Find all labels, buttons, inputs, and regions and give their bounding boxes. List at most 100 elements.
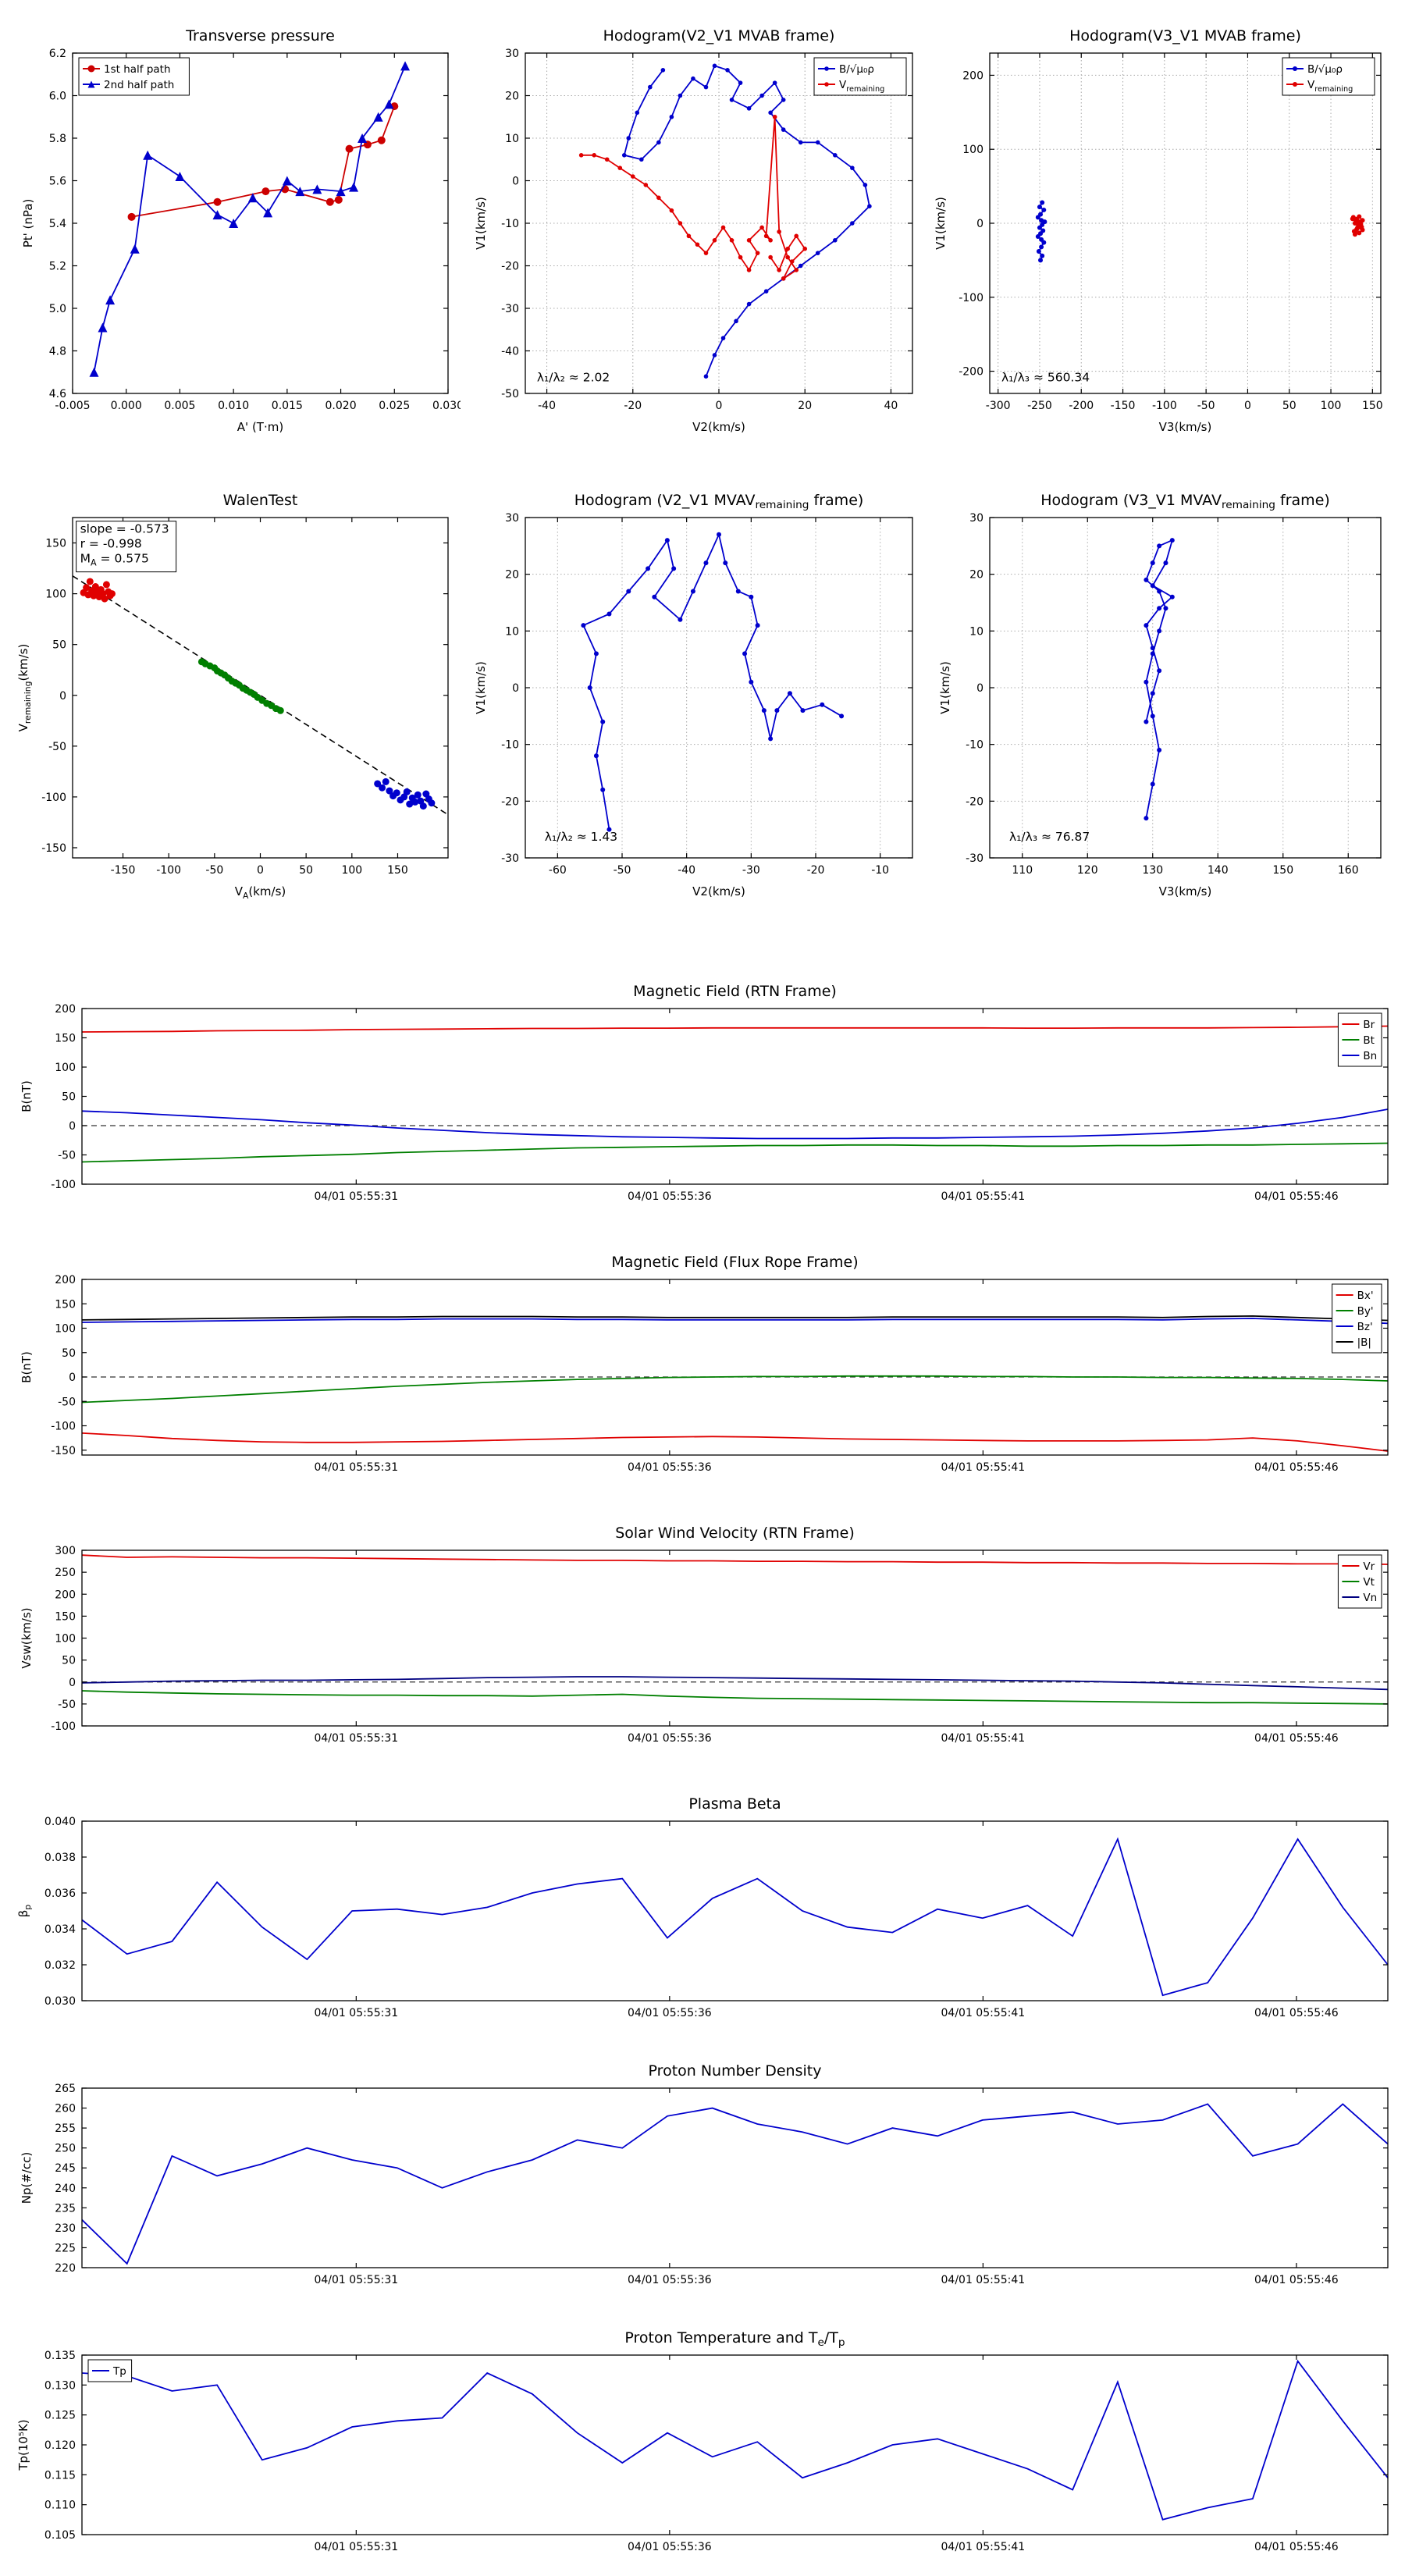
svg-text:Magnetic Field (RTN Frame): Magnetic Field (RTN Frame) [633, 983, 837, 1000]
svg-text:Proton Number Density: Proton Number Density [649, 2062, 822, 2080]
svg-text:04/01 05:55:41: 04/01 05:55:41 [941, 1190, 1026, 1203]
svg-text:130: 130 [1142, 864, 1163, 877]
panel-transverse-pressure: -0.005 0.000 0.005 0.010 0.015 0.020 0.025 0.03… [12, 16, 464, 445]
svg-text:150: 150 [55, 1610, 76, 1623]
svg-text:λ₁/λ₃ ≈ 76.87: λ₁/λ₃ ≈ 76.87 [1009, 830, 1090, 844]
svg-text:250: 250 [55, 2143, 76, 2155]
svg-text:-10: -10 [501, 218, 519, 230]
svg-text:04/01 05:55:31: 04/01 05:55:31 [314, 1732, 398, 1745]
svg-text:0.010: 0.010 [218, 400, 249, 412]
svg-text:4.8: 4.8 [49, 346, 66, 358]
svg-text:2nd half path: 2nd half path [104, 79, 174, 91]
svg-text:0: 0 [512, 176, 519, 188]
svg-text:B(nT): B(nT) [20, 1080, 34, 1112]
svg-text:50: 50 [299, 864, 313, 877]
svg-text:-30: -30 [966, 852, 984, 865]
svg-text:-100: -100 [51, 1179, 76, 1191]
svg-text:220: 220 [55, 2262, 76, 2275]
svg-text:0.025: 0.025 [379, 400, 410, 412]
svg-text:VA(km/s): VA(km/s) [235, 884, 286, 901]
svg-text:30: 30 [505, 48, 519, 60]
svg-text:200: 200 [55, 1003, 76, 1016]
svg-text:V2(km/s): V2(km/s) [692, 884, 745, 898]
svg-text:260: 260 [55, 2103, 76, 2115]
panel-proton-number-density: 04/01 05:55:31 04/01 05:55:36 04/01 05:55:… [0, 2055, 1405, 2305]
svg-text:Solar Wind Velocity (RTN Frame: Solar Wind Velocity (RTN Frame) [615, 1525, 855, 1542]
svg-text:0: 0 [69, 1120, 76, 1133]
svg-text:λ₁/λ₂ ≈ 2.02: λ₁/λ₂ ≈ 2.02 [537, 371, 610, 385]
svg-text:-30: -30 [501, 852, 519, 865]
svg-text:5.4: 5.4 [49, 218, 66, 230]
svg-text:Bn: Bn [1363, 1050, 1377, 1062]
svg-text:0.125: 0.125 [44, 2410, 76, 2422]
svg-text:225: 225 [55, 2242, 76, 2254]
svg-text:04/01 05:55:31: 04/01 05:55:31 [314, 2007, 398, 2019]
svg-text:-250: -250 [1027, 400, 1052, 412]
svg-text:120: 120 [1077, 864, 1098, 877]
svg-text:0.105: 0.105 [44, 2529, 76, 2542]
svg-text:0.036: 0.036 [44, 1888, 76, 1900]
svg-text:04/01 05:55:41: 04/01 05:55:41 [941, 1461, 1026, 1474]
svg-text:230: 230 [55, 2222, 76, 2235]
svg-text:1st half path: 1st half path [104, 63, 171, 76]
panel-hodogram-v2v1-mvav: -60 -50 -40 -30 -20 -10 -30 -20 -10 0 10 20 30 Hodogr… [464, 480, 925, 909]
svg-text:150: 150 [1272, 864, 1293, 877]
svg-text:-20: -20 [966, 795, 984, 808]
svg-text:WalenTest: WalenTest [223, 492, 298, 509]
svg-text:0.110: 0.110 [44, 2500, 76, 2512]
svg-text:100: 100 [55, 1323, 76, 1336]
svg-text:20: 20 [969, 569, 984, 582]
svg-text:100: 100 [962, 144, 984, 156]
svg-text:Magnetic Field (Flux Rope Fram: Magnetic Field (Flux Rope Frame) [611, 1254, 858, 1271]
svg-text:04/01 05:55:41: 04/01 05:55:41 [941, 2007, 1026, 2019]
svg-text:300: 300 [55, 1545, 76, 1557]
svg-text:50: 50 [62, 1655, 76, 1667]
svg-text:04/01 05:55:46: 04/01 05:55:46 [1254, 1190, 1339, 1203]
svg-text:150: 150 [387, 864, 408, 877]
svg-text:-150: -150 [51, 1445, 76, 1457]
svg-text:10: 10 [505, 625, 519, 638]
svg-text:50: 50 [62, 1091, 76, 1104]
svg-text:5.8: 5.8 [49, 133, 66, 145]
svg-text:04/01 05:55:46: 04/01 05:55:46 [1254, 1461, 1339, 1474]
svg-text:λ₁/λ₃ ≈ 560.34: λ₁/λ₃ ≈ 560.34 [1001, 371, 1090, 385]
svg-text:-200: -200 [959, 366, 984, 379]
svg-text:λ₁/λ₂ ≈ 1.43: λ₁/λ₂ ≈ 1.43 [545, 830, 617, 844]
svg-text:0.020: 0.020 [325, 400, 357, 412]
svg-text:0.030: 0.030 [432, 400, 461, 412]
svg-text:B/√μ₀ρ: B/√μ₀ρ [1307, 63, 1343, 76]
svg-text:A' (T·m): A' (T·m) [237, 420, 283, 434]
svg-text:0: 0 [716, 400, 723, 412]
svg-text:Bx': Bx' [1357, 1290, 1374, 1302]
svg-text:Tp: Tp [112, 2365, 126, 2378]
svg-text:V3(km/s): V3(km/s) [1159, 420, 1212, 434]
svg-text:50: 50 [1282, 400, 1297, 412]
svg-text:240: 240 [55, 2183, 76, 2195]
svg-text:Np(#/cc): Np(#/cc) [20, 2152, 34, 2204]
svg-text:Tp(10⁵K): Tp(10⁵K) [16, 2419, 30, 2471]
svg-text:|B|: |B| [1357, 1336, 1371, 1349]
panel-magnetic-field-rtn: 04/01 05:55:31 04/01 05:55:36 04/01 05:55:… [0, 976, 1405, 1222]
svg-text:04/01 05:55:31: 04/01 05:55:31 [314, 1190, 398, 1203]
svg-text:V3(km/s): V3(km/s) [1159, 884, 1212, 898]
svg-text:-50: -50 [48, 741, 66, 753]
svg-text:-150: -150 [111, 864, 136, 877]
svg-text:Hodogram(V3_V1 MVAB frame): Hodogram(V3_V1 MVAB frame) [1069, 27, 1301, 44]
svg-text:0: 0 [257, 864, 264, 877]
svg-text:50: 50 [62, 1347, 76, 1360]
svg-text:30: 30 [969, 512, 984, 525]
svg-text:0.005: 0.005 [164, 400, 195, 412]
svg-text:-50: -50 [205, 864, 223, 877]
svg-text:255: 255 [55, 2122, 76, 2135]
svg-text:Pt' (nPa): Pt' (nPa) [21, 199, 35, 248]
svg-text:0.040: 0.040 [44, 1816, 76, 1828]
svg-text:-100: -100 [41, 792, 66, 804]
panel-walen-test: -150 -100 -50 0 50 100 150 -150 -100 -50 0 50 100 150… [12, 480, 461, 909]
svg-text:04/01 05:55:46: 04/01 05:55:46 [1254, 2007, 1339, 2019]
svg-text:Hodogram (V2_V1 MVAVremaining: Hodogram (V2_V1 MVAVremaining frame) [574, 492, 864, 511]
svg-text:-40: -40 [678, 864, 695, 877]
svg-text:04/01 05:55:41: 04/01 05:55:41 [941, 2541, 1026, 2553]
svg-text:Vremaining: Vremaining [839, 79, 884, 94]
svg-text:-30: -30 [501, 303, 519, 315]
svg-text:-150: -150 [41, 842, 66, 855]
